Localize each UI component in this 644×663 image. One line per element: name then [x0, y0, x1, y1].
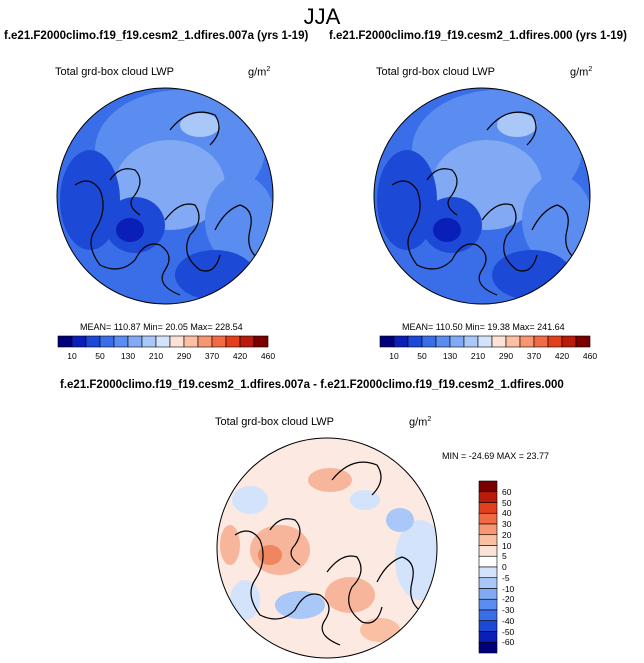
colorbar-3-swatch: [478, 480, 498, 493]
main-title: JJA: [303, 4, 341, 29]
colorbar-1-tick-label: 50: [95, 351, 105, 361]
colorbar-3-swatch: [478, 566, 498, 579]
colorbar-2-tick-label: 210: [470, 351, 486, 361]
colorbar-2-tick-label: 130: [442, 351, 458, 361]
colorbar-3-swatch: [478, 631, 498, 643]
colorbar-1-tick-label: 10: [67, 351, 77, 361]
panel-1-stats: MEAN= 110.87 Min= 20.05 Max= 228.54: [80, 322, 243, 332]
panel-1-case-title: f.e21.F2000climo.f19_f19.cesm2_1.dfires.…: [4, 30, 309, 42]
colorbar-3-swatch: [478, 555, 498, 568]
colorbar-3-swatch: [478, 491, 498, 503]
colorbar-3-swatch: [478, 620, 498, 632]
colorbar-3-swatch: [478, 512, 498, 525]
panel-1-colorbar-labels: 10 50 130 210 290 370 420 460: [0, 351, 320, 363]
panel-2-units: g/m2: [570, 66, 593, 79]
panel-1-units: g/m2: [248, 66, 271, 79]
panel-2-colorbar-labels: 10 50 130 210 290 370 420 460: [0, 351, 644, 363]
colorbar-2-tick-label: 10: [389, 351, 399, 361]
colorbar-1-swatch: [253, 335, 269, 348]
panel-2-stats: MEAN= 110.50 Min= 19.38 Max= 241.64: [402, 322, 565, 332]
colorbar-2-tick-label: 370: [526, 351, 542, 361]
colorbar-3-swatch: [478, 523, 498, 536]
colorbar-1-tick-label: 290: [176, 351, 192, 361]
colorbar-2-swatch: [575, 335, 591, 348]
colorbar-3-swatch: [478, 588, 498, 600]
colorbar-1-tick-label: 130: [120, 351, 136, 361]
colorbar-3-swatch: [478, 577, 498, 589]
panel-1-field: [57, 88, 273, 304]
colorbar-2-tick-label: 460: [582, 351, 598, 361]
panel-2-case-title: f.e21.F2000climo.f19_f19.cesm2_1.dfires.…: [329, 30, 627, 42]
panel-2-field: [374, 88, 590, 304]
colorbar-1-tick-label: 460: [260, 351, 276, 361]
panel-2-var-title: Total grd-box cloud LWP: [376, 66, 496, 78]
panel-3-var-title: Total grd-box cloud LWP: [215, 416, 335, 428]
colorbar-3-swatch: [478, 609, 498, 622]
panel-3-units: g/m2: [409, 416, 432, 429]
colorbar-2-tick-label: 290: [498, 351, 514, 361]
panel-3-case-title: f.e21.F2000climo.f19_f19.cesm2_1.dfires.…: [60, 379, 564, 391]
colorbar-3-swatch: [478, 598, 498, 611]
colorbar-1-tick-label: 370: [204, 351, 220, 361]
colorbar-3-swatch: [478, 641, 498, 654]
panel-3-stats: MIN = -24.69 MAX = 23.77: [442, 451, 550, 461]
colorbar-3-swatch: [478, 502, 498, 514]
panel-1-var-title: Total grd-box cloud LWP: [55, 66, 175, 78]
colorbar-2-tick-label: 420: [554, 351, 570, 361]
colorbar-3-swatch: [478, 545, 498, 557]
colorbar-3-swatch: [478, 534, 498, 546]
colorbar-2-tick-label: 50: [417, 351, 427, 361]
colorbar-1-tick-label: 210: [148, 351, 164, 361]
colorbar-1-tick-label: 420: [232, 351, 248, 361]
